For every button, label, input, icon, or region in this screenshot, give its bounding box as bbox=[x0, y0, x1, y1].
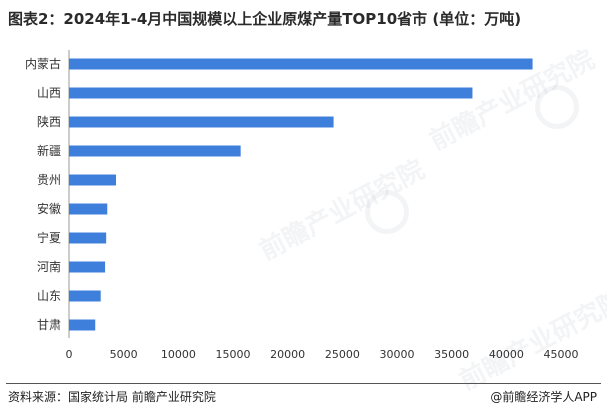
bar bbox=[69, 203, 108, 215]
bar bbox=[69, 290, 101, 302]
bar bbox=[69, 319, 96, 331]
bar bbox=[69, 87, 473, 99]
x-tick-label: 45000 bbox=[544, 348, 579, 361]
category-label: 甘肃 bbox=[37, 318, 61, 332]
category-label: 贵州 bbox=[37, 173, 61, 187]
x-tick-label: 25000 bbox=[325, 348, 360, 361]
category-label: 山西 bbox=[37, 86, 61, 100]
category-label: 陕西 bbox=[37, 114, 61, 129]
bar bbox=[69, 145, 241, 157]
bar bbox=[69, 261, 106, 273]
source-note: 资料来源：国家统计局 前瞻产业研究院 bbox=[8, 390, 216, 404]
x-tick-label: 35000 bbox=[434, 348, 469, 361]
category-label: 安徽 bbox=[37, 201, 61, 216]
category-label: 河南 bbox=[37, 259, 61, 274]
chart-title: 图表2：2024年1-4月中国规模以上企业原煤产量TOP10省市 (单位：万吨) bbox=[8, 10, 522, 28]
brand-credit: @前瞻经济学人APP bbox=[490, 390, 597, 404]
category-label: 宁夏 bbox=[37, 230, 61, 245]
bar bbox=[69, 174, 117, 186]
category-label: 新疆 bbox=[37, 143, 61, 158]
x-tick-label: 0 bbox=[66, 348, 73, 361]
footer-divider bbox=[6, 383, 601, 384]
x-tick-label: 40000 bbox=[489, 348, 524, 361]
x-tick-label: 30000 bbox=[380, 348, 415, 361]
bar bbox=[69, 232, 107, 244]
x-tick-label: 20000 bbox=[270, 348, 305, 361]
bar bbox=[69, 58, 533, 70]
category-label: 内蒙古 bbox=[25, 56, 61, 71]
category-label: 山东 bbox=[37, 289, 61, 303]
bar bbox=[69, 116, 334, 128]
x-tick-label: 10000 bbox=[161, 348, 196, 361]
x-tick-label: 5000 bbox=[110, 348, 138, 361]
x-tick-label: 15000 bbox=[216, 348, 251, 361]
